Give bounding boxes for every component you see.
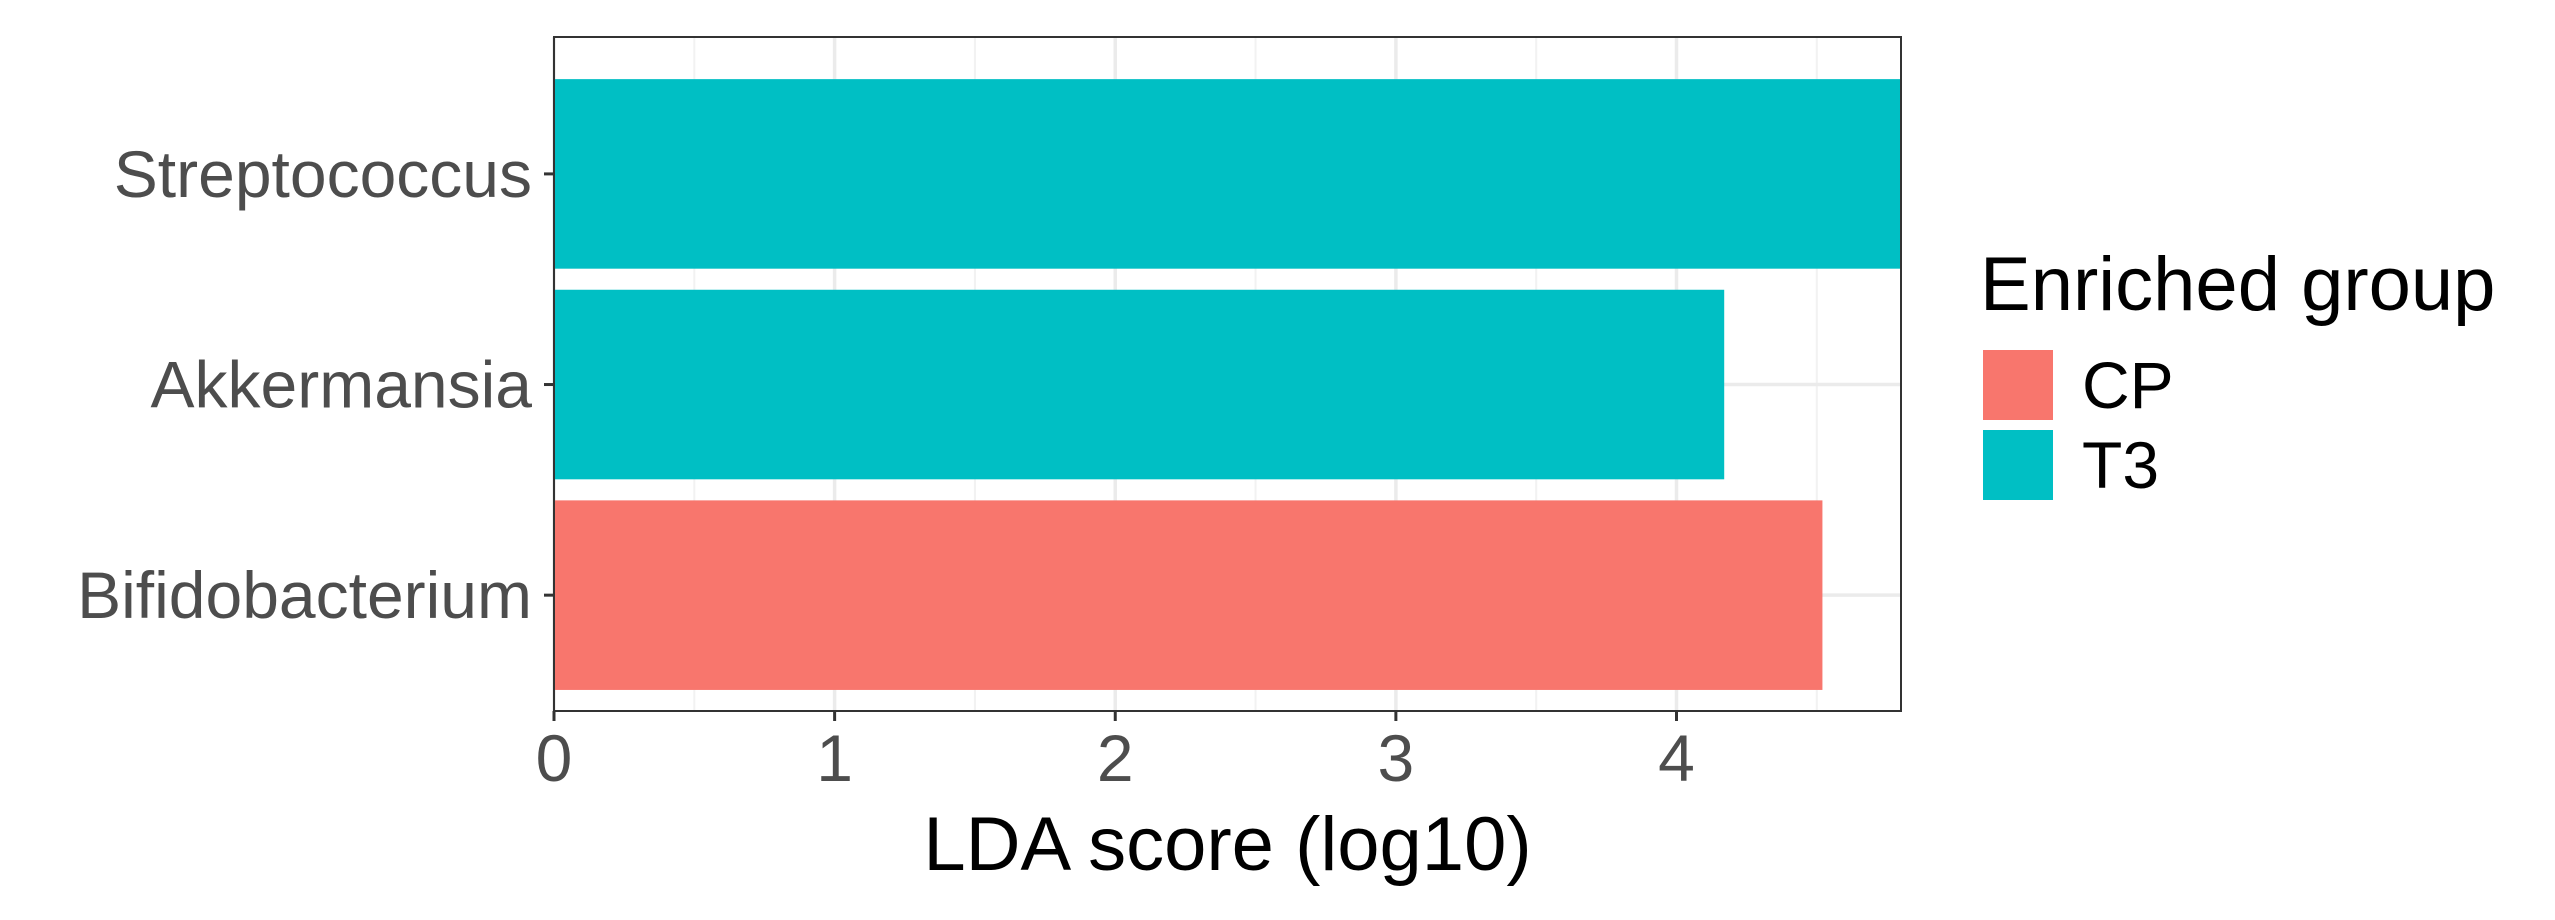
legend-key-t3 <box>1983 430 2053 500</box>
axes: Streptococcus Akkermansia Bifidobacterium 0… <box>77 137 1695 795</box>
y-tick-label: Bifidobacterium <box>77 558 532 632</box>
x-tick-label: 4 <box>1658 721 1695 795</box>
legend-label-t3: T3 <box>2082 428 2159 502</box>
x-tick-label: 1 <box>816 721 853 795</box>
y-tick-label: Akkermansia <box>151 348 533 422</box>
bar-streptococcus <box>554 79 1901 269</box>
bars <box>554 79 1901 690</box>
x-tick-label: 0 <box>536 721 573 795</box>
x-tick-label: 2 <box>1097 721 1134 795</box>
bar-akkermansia <box>554 289 1725 480</box>
legend-key-cp <box>1983 350 2053 420</box>
y-tick-label: Streptococcus <box>114 137 532 211</box>
legend-label-cp: CP <box>2082 348 2174 422</box>
x-axis-title: LDA score (log10) <box>923 802 1531 887</box>
x-tick-label: 3 <box>1378 721 1415 795</box>
bar-bifidobacterium <box>554 500 1823 690</box>
legend-title: Enriched group <box>1980 242 2495 327</box>
panel-border <box>553 36 1902 712</box>
